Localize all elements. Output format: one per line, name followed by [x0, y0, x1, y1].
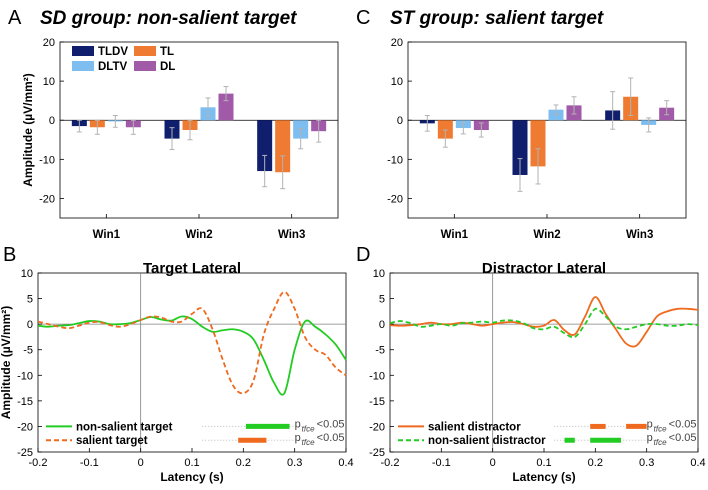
bar-tldv [257, 120, 273, 172]
significance-p-subscript: tfce [654, 424, 667, 433]
y-tick-label: -15 [17, 396, 33, 408]
panel-letter: B [3, 244, 16, 266]
category-label: Win3 [626, 229, 653, 241]
y-tick-label: 0 [49, 115, 55, 127]
legend-label: salient target [76, 435, 148, 447]
panel-title: Target Lateral [143, 260, 241, 277]
x-tick-label: -0.1 [432, 457, 451, 469]
panel-A-bar-chart: A SD group: non-salient target 20 10 0 -10 -20… [8, 7, 339, 241]
y-tick-label: -20 [387, 193, 403, 205]
y-tick-label: 5 [27, 294, 33, 306]
legend-label: TLDV [98, 46, 128, 58]
y-tick-label: -10 [387, 154, 403, 166]
y-tick-label: 10 [373, 268, 385, 280]
panel-title: Distractor Lateral [482, 260, 606, 277]
y-tick-label: -25 [369, 447, 385, 459]
significance-p-subscript: tfce [302, 438, 315, 447]
significance-p-label: p [295, 418, 301, 430]
x-axis-label: Latency (s) [160, 470, 223, 484]
y-axis-label: Amplitude (µV/mm²) [0, 306, 13, 420]
legend-label: salient distractor [428, 421, 521, 433]
panel-letter: D [356, 244, 370, 266]
significance-p-label: p [647, 432, 653, 444]
legend-label: TL [160, 46, 174, 58]
x-tick-label: 0.4 [338, 457, 353, 469]
y-tick-label: 5 [379, 294, 385, 306]
category-label: Win3 [278, 229, 305, 241]
bar-tl [437, 120, 453, 139]
legend-label: non-salient distractor [428, 435, 546, 447]
category-label: Win1 [93, 229, 121, 241]
y-tick-label: -10 [369, 370, 385, 382]
bar-dl [218, 93, 234, 121]
x-tick-label: 0.1 [536, 457, 551, 469]
significance-threshold: <0.05 [669, 418, 697, 430]
y-tick-label: 10 [43, 76, 55, 88]
panel-letter: C [356, 7, 370, 29]
panel-letter: A [8, 7, 22, 29]
legend-label: non-salient target [76, 421, 173, 433]
y-tick-label: -25 [17, 447, 33, 459]
bar-dltv [548, 109, 564, 121]
significance-p-subscript: tfce [654, 438, 667, 447]
x-tick-label: 0.4 [690, 457, 705, 469]
y-tick-label: 10 [21, 268, 33, 280]
x-tick-label: 0.2 [588, 457, 603, 469]
category-label: Win1 [441, 229, 469, 241]
legend-label: DLTV [98, 61, 128, 73]
bar-tl [275, 120, 291, 173]
significance-threshold: <0.05 [317, 432, 345, 444]
panel-B-line-chart: B Target Lateral 10 5 0 -5 -10 -15 -20 -25-0.2 -0.… [0, 244, 354, 484]
legend-swatch [134, 46, 156, 56]
x-tick-label: 0 [490, 457, 496, 469]
legend-swatch [72, 61, 94, 71]
y-tick-label: -20 [39, 193, 55, 205]
series-line-non-salient-distractor [389, 307, 699, 339]
legend-label: DL [160, 61, 175, 73]
y-tick-label: -20 [369, 421, 385, 433]
panel-title: SD group: non-salient target [40, 8, 297, 29]
significance-p-subscript: tfce [302, 424, 315, 433]
legend-swatch [72, 46, 94, 56]
category-label: Win2 [533, 229, 560, 241]
y-tick-label: -5 [23, 345, 33, 357]
series-line-salient-target [37, 291, 347, 395]
x-tick-label: -0.1 [80, 457, 99, 469]
x-tick-label: 0.1 [184, 457, 199, 469]
series-line-non-salient-target [37, 315, 347, 396]
y-tick-label: 0 [379, 319, 385, 331]
panel-title: ST group: salient target [390, 8, 604, 29]
y-tick-label: 20 [391, 37, 403, 49]
x-tick-label: 0 [138, 457, 144, 469]
x-tick-label: -0.2 [29, 457, 48, 469]
panel-C-bar-chart: C ST group: salient target 20 10 0 -10 -20 Win1… [356, 7, 687, 241]
series-line-salient-distractor [389, 296, 699, 348]
bar-tl [530, 120, 546, 167]
significance-threshold: <0.05 [317, 418, 345, 430]
x-tick-label: -0.2 [381, 457, 400, 469]
x-tick-label: 0.3 [639, 457, 654, 469]
x-tick-label: 0.3 [287, 457, 302, 469]
significance-p-label: p [295, 432, 301, 444]
y-tick-label: -10 [39, 154, 55, 166]
y-tick-label: -20 [17, 421, 33, 433]
y-tick-label: 0 [397, 115, 403, 127]
x-axis-label: Latency (s) [512, 470, 575, 484]
y-tick-label: -5 [375, 345, 385, 357]
y-tick-label: -15 [369, 396, 385, 408]
significance-threshold: <0.05 [669, 432, 697, 444]
x-tick-label: 0.2 [236, 457, 251, 469]
category-label: Win2 [185, 229, 212, 241]
y-tick-label: 10 [391, 76, 403, 88]
y-axis-label: Amplitude (µV/mm²) [21, 73, 35, 187]
y-tick-label: 20 [43, 37, 55, 49]
legend-swatch [134, 61, 156, 71]
significance-p-label: p [647, 418, 653, 430]
y-tick-label: 0 [27, 319, 33, 331]
bar-tldv [512, 120, 528, 175]
y-tick-label: -10 [17, 370, 33, 382]
